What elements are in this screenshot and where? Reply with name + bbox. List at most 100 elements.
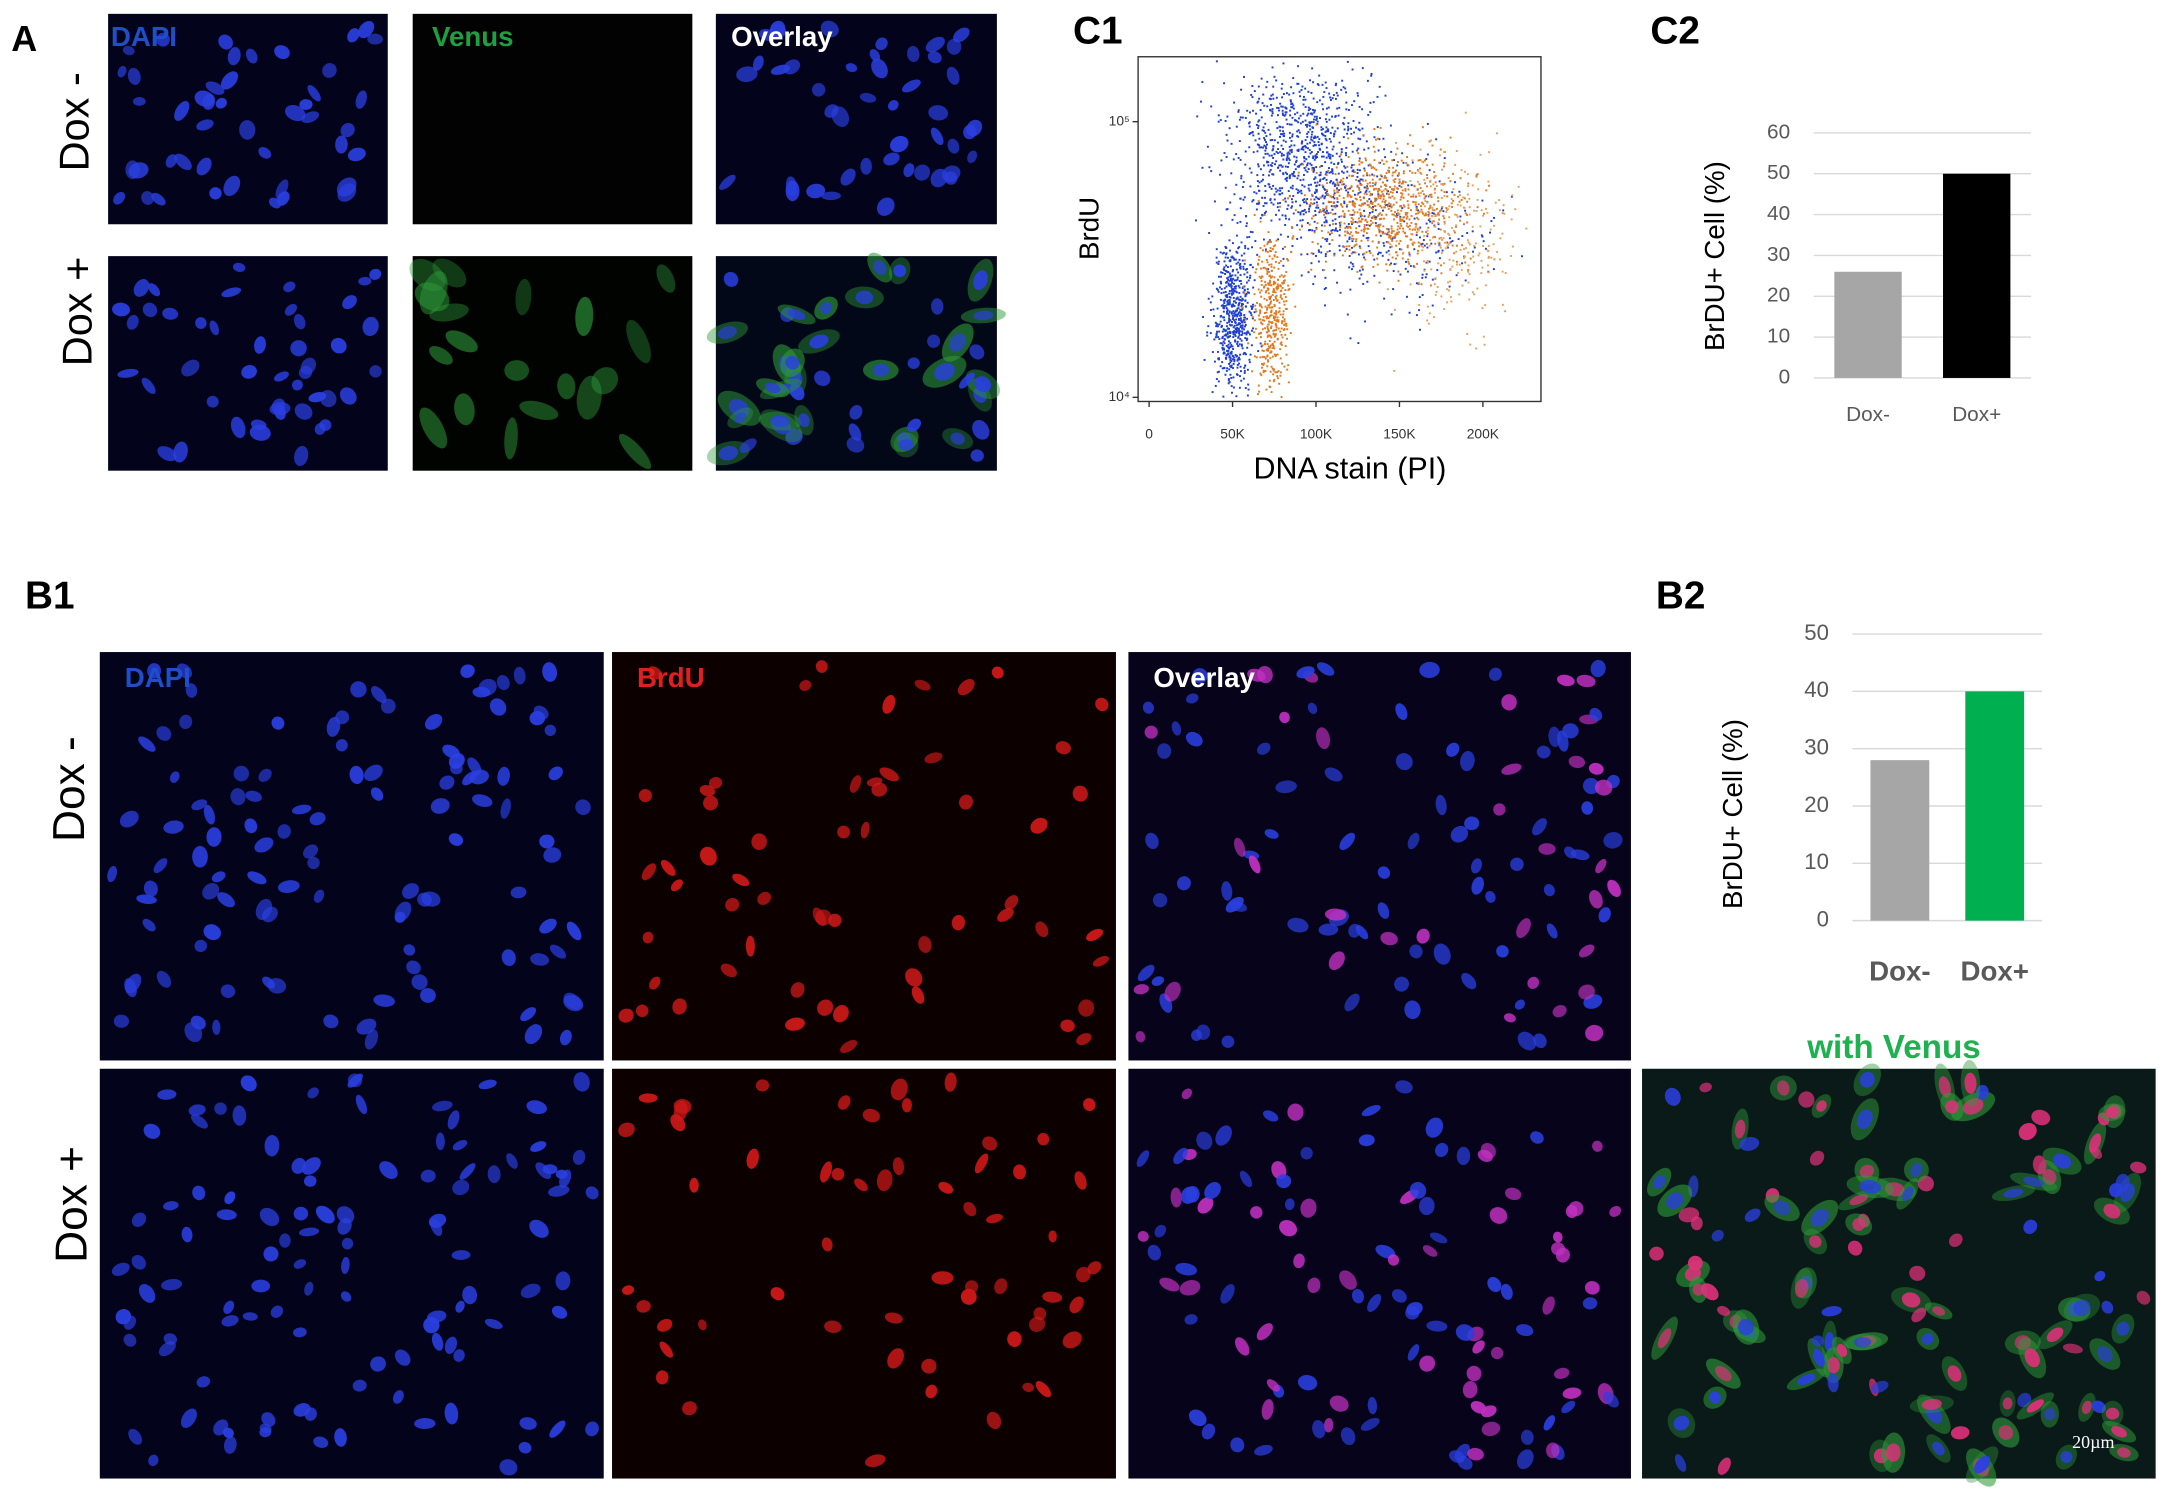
nucleus xyxy=(1870,1380,1889,1394)
cytometry-dot xyxy=(1325,207,1328,210)
nucleus xyxy=(156,726,172,741)
cytometry-dot xyxy=(1241,116,1244,119)
cytometry-dot xyxy=(1217,114,1220,117)
cytometry-dot xyxy=(1353,131,1356,134)
cytometry-dot xyxy=(1325,171,1328,174)
cytometry-dot xyxy=(1423,214,1426,217)
cytometry-dot xyxy=(1270,103,1272,106)
cytometry-dot xyxy=(1318,138,1321,141)
cytometry-dot xyxy=(1250,171,1253,174)
cytometry-dot xyxy=(1351,221,1354,224)
cytometry-dot xyxy=(1260,306,1263,309)
cytometry-dot xyxy=(1270,314,1273,317)
nucleus xyxy=(190,1114,208,1129)
cytometry-dot xyxy=(1230,311,1233,314)
cytometry-dot xyxy=(1234,333,1236,336)
cytometry-dot xyxy=(1316,197,1319,200)
cytometry-dot xyxy=(1237,313,1240,316)
cytometry-dot xyxy=(1267,330,1270,333)
cytometry-dot xyxy=(1428,217,1431,220)
cytometry-dot xyxy=(1348,238,1351,241)
cytometry-dot xyxy=(1320,155,1323,158)
cytometry-dot xyxy=(1460,198,1463,201)
cytometry-dot xyxy=(1456,215,1459,218)
cytometry-dot xyxy=(1220,326,1223,328)
cytometry-dot xyxy=(1232,282,1235,285)
cytometry-dot xyxy=(1344,166,1347,169)
cytometry-dot xyxy=(1411,233,1414,236)
cytometry-dot xyxy=(1434,236,1437,239)
cytometry-dot xyxy=(1353,211,1356,214)
cytometry-dot xyxy=(1235,285,1237,288)
cytometry-dot xyxy=(1311,139,1314,142)
cytometry-dot xyxy=(1244,163,1247,166)
nucleus xyxy=(347,28,360,43)
cytometry-dot xyxy=(1264,248,1267,251)
cytometry-dot xyxy=(1447,243,1450,246)
nucleus xyxy=(1235,1337,1250,1356)
cytometry-dot xyxy=(1388,235,1391,238)
cytometry-dot xyxy=(1409,179,1412,182)
cytometry-dot xyxy=(1333,163,1336,166)
cytometry-dot xyxy=(1319,209,1322,211)
cytometry-dot xyxy=(1493,216,1496,219)
nucleus xyxy=(452,1140,468,1151)
cytometry-dot xyxy=(1263,356,1266,359)
cytometry-dot xyxy=(1357,217,1360,220)
cytometry-dot xyxy=(1281,192,1284,195)
cytometry-dot xyxy=(1238,317,1240,320)
nucleus xyxy=(1589,890,1603,909)
cytometry-dot xyxy=(1326,190,1329,193)
cytometry-dot xyxy=(1282,158,1285,161)
nucleus xyxy=(831,1167,845,1181)
cytometry-dot xyxy=(1373,159,1376,162)
cytometry-dot xyxy=(1422,193,1425,196)
cytometry-dot xyxy=(1396,161,1399,163)
cytometry-dot xyxy=(1280,333,1283,336)
cytometry-dot xyxy=(1279,205,1281,208)
cytometry-dot xyxy=(1280,154,1283,157)
cytometry-dot xyxy=(1291,116,1294,119)
cytometry-dot xyxy=(1351,189,1354,192)
channel-label: Venus xyxy=(432,21,514,52)
nucleus xyxy=(1221,881,1233,901)
cytometry-dot xyxy=(1417,249,1420,252)
cytometry-dot xyxy=(1256,180,1259,183)
nucleus xyxy=(1460,750,1475,772)
cytometry-dot xyxy=(1369,252,1372,255)
cytometry-dot xyxy=(1266,80,1269,83)
cytoplasm xyxy=(504,417,518,460)
nucleus xyxy=(1377,902,1390,919)
cytometry-dot xyxy=(1243,366,1246,369)
cytometry-dot xyxy=(1346,60,1349,63)
cytometry-dot xyxy=(1454,225,1457,228)
cytometry-dot xyxy=(1353,193,1356,196)
cytometry-dot xyxy=(1419,191,1422,194)
cytometry-dot xyxy=(1358,277,1361,280)
nucleus xyxy=(1358,1134,1375,1147)
cytometry-dot xyxy=(1256,174,1259,177)
cytometry-dot xyxy=(1314,144,1317,147)
cytometry-dot xyxy=(1317,206,1320,209)
cytometry-dot xyxy=(1236,326,1239,329)
cytometry-dot xyxy=(1384,183,1387,186)
cytometry-dot xyxy=(1438,257,1441,260)
nucleus xyxy=(180,1408,197,1428)
cytometry-dot xyxy=(1282,154,1285,157)
cytometry-dot xyxy=(1332,145,1335,148)
nucleus xyxy=(973,310,994,321)
cytometry-dot xyxy=(1278,307,1281,310)
nucleus xyxy=(1594,779,1613,796)
cytometry-dot xyxy=(1391,239,1394,242)
cytometry-dot xyxy=(1421,211,1424,214)
cytometry-dot xyxy=(1343,215,1346,218)
cytometry-dot xyxy=(1343,222,1346,225)
cytometry-dot xyxy=(1276,202,1279,205)
nucleus xyxy=(195,317,207,329)
cytometry-dot xyxy=(1263,212,1266,215)
nucleus xyxy=(1137,1230,1149,1242)
cytometry-dot xyxy=(1334,222,1337,225)
cytometry-dot xyxy=(1418,194,1421,197)
cytometry-dot xyxy=(1310,151,1313,153)
